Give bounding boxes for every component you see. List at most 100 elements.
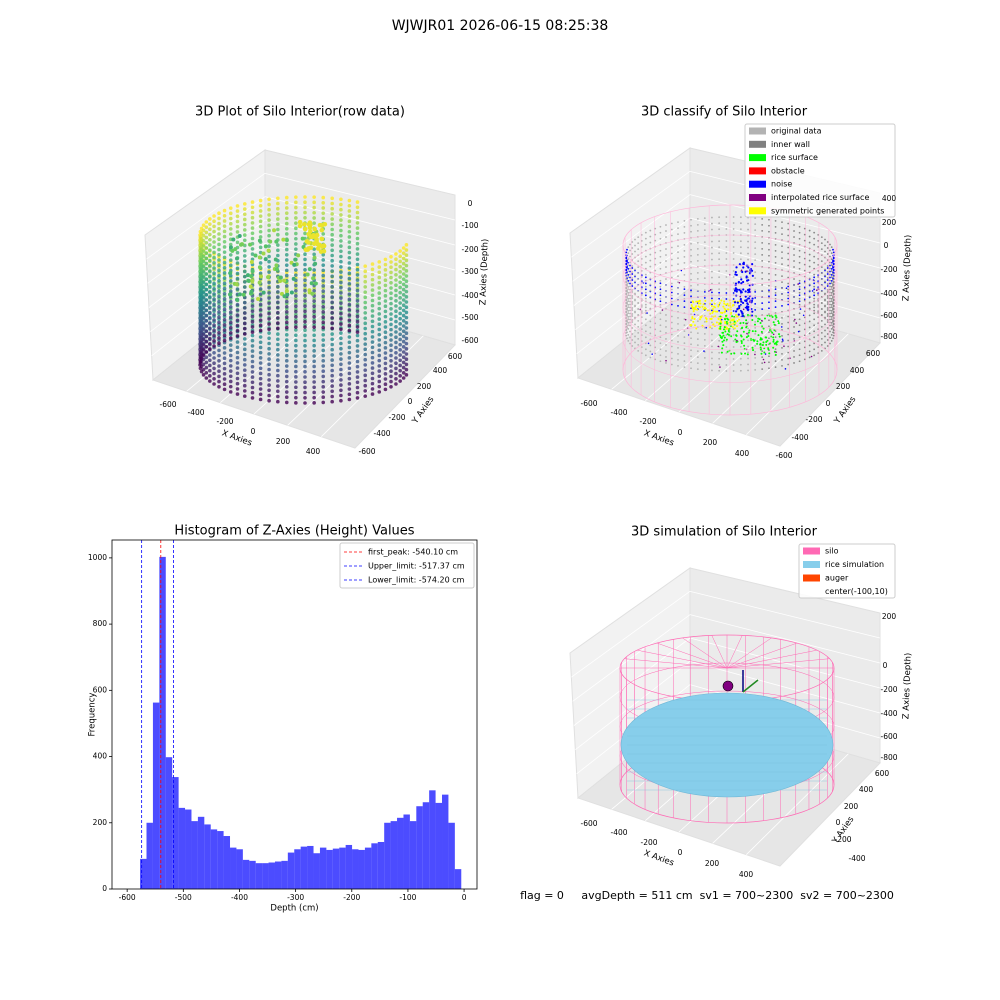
point [330,206,334,211]
wire-spoke [726,658,830,669]
point [677,281,679,283]
point [690,272,692,275]
point [780,326,783,328]
point [830,268,833,270]
point [347,318,352,322]
point [284,390,289,394]
point [276,399,280,404]
point [761,283,764,286]
point [306,240,311,245]
point [212,250,216,255]
point [702,308,705,311]
point [659,360,662,363]
point [813,282,816,285]
point [820,278,823,281]
point [339,270,343,274]
point [744,295,747,298]
point [297,223,303,229]
point [742,280,745,284]
point [634,280,636,283]
z-tick-label: -100 [461,221,478,230]
point [355,338,360,343]
point [832,296,834,299]
point [829,312,831,315]
point [829,300,831,303]
point [637,308,640,311]
point [276,394,280,399]
point [383,330,388,335]
point [276,326,280,331]
point [208,253,212,258]
point [383,273,388,277]
point [659,348,662,351]
point [627,318,630,320]
point [401,277,406,281]
point [398,254,402,259]
point [235,328,240,333]
point [634,298,636,301]
point [732,288,735,290]
point [803,346,806,349]
point [208,358,212,363]
point [726,322,729,325]
point [829,330,831,333]
point [832,284,834,287]
z-axis-label: Z Axies (Depth) [478,239,490,306]
point [250,396,255,400]
point [204,350,209,354]
point [832,263,835,266]
point [640,280,643,283]
point [217,227,221,231]
point [722,334,725,337]
point [768,218,770,221]
point [627,322,630,324]
point [798,279,801,282]
point [398,363,402,368]
point [263,244,268,249]
point [355,299,360,303]
point [235,204,240,208]
point [634,244,636,247]
point [784,368,787,370]
point [629,300,631,303]
point [383,268,388,272]
point [751,319,754,322]
bars [140,556,462,889]
point [212,302,216,307]
point [774,249,777,252]
point [826,309,829,311]
y-tick-label: -400 [373,429,390,438]
point [659,255,662,258]
point [787,258,790,261]
point [813,231,816,234]
point [228,320,233,325]
point [228,258,233,262]
point [795,322,798,324]
point [222,356,227,361]
point [347,376,352,381]
x-tick-label: -600 [159,400,176,409]
point [659,225,662,228]
point [754,302,757,305]
point [774,366,777,369]
point [803,340,806,343]
point [727,318,730,321]
z-tick-label: -800 [880,332,897,341]
point [242,259,247,263]
point [625,329,628,332]
point [803,239,806,242]
point [284,400,289,405]
point [339,317,343,321]
point [284,379,289,384]
point [250,269,255,274]
point [768,307,770,310]
point [726,302,729,305]
point [377,296,382,301]
point [347,345,352,350]
point [303,205,307,210]
point [204,370,209,375]
point [798,237,801,240]
point [824,292,826,295]
point [398,275,402,279]
point [677,335,679,337]
